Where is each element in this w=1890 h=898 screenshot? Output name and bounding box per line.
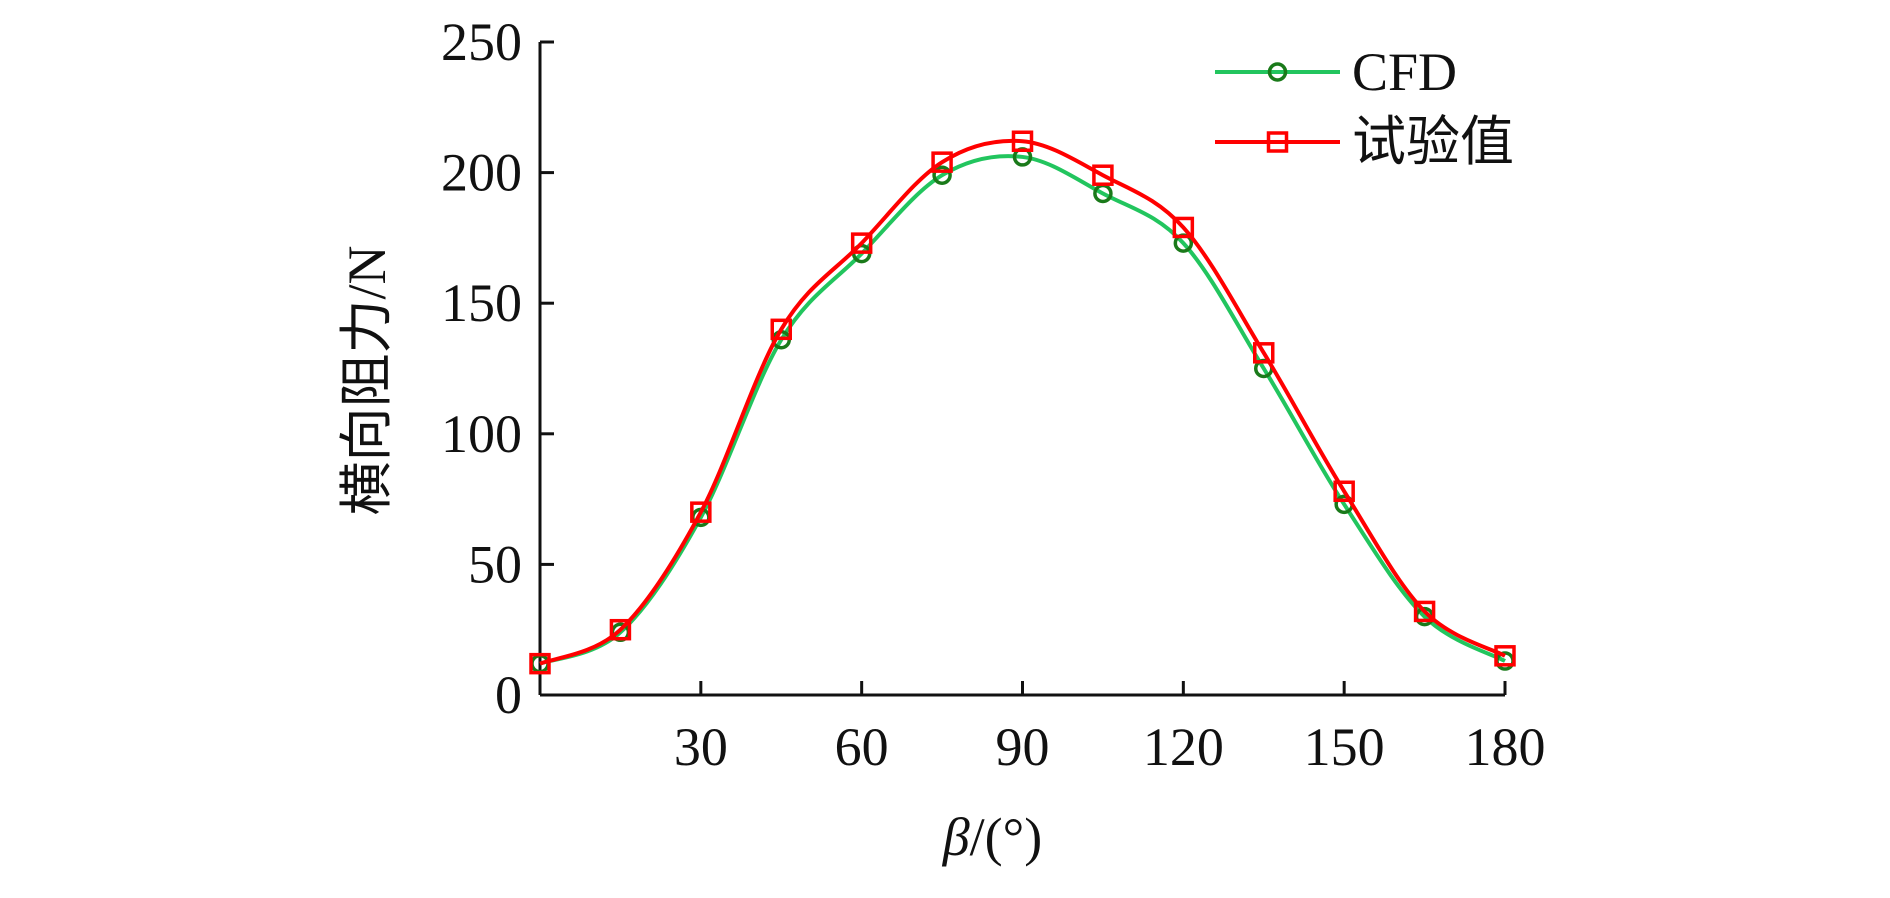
data-point-square	[770, 318, 792, 341]
legend: CFD 试验值	[1215, 42, 1514, 172]
data-point-square	[1413, 600, 1436, 623]
series-line	[539, 154, 1506, 666]
y-tick-label: 200	[441, 143, 522, 203]
series-line	[539, 138, 1506, 666]
data-point-square	[529, 652, 551, 675]
y-tick-label: 0	[495, 665, 522, 725]
series-experiment	[529, 130, 1516, 675]
legend-marker-circle	[1267, 62, 1288, 82]
data-point-square	[1494, 645, 1516, 667]
x-axis-label-unit: /(°)	[970, 807, 1043, 867]
legend-marker-square	[1266, 131, 1289, 153]
legend-item-cfd: CFD	[1215, 42, 1457, 102]
data-point-square	[1253, 342, 1275, 364]
data-point-circle	[932, 165, 952, 185]
y-tick-label: 150	[441, 273, 522, 333]
y-tick-label: 50	[468, 534, 522, 594]
y-tick-label: 100	[441, 404, 522, 464]
data-point-square	[609, 618, 632, 641]
x-axis-label: β/(°)	[942, 807, 1042, 867]
data-point-square	[1333, 480, 1355, 503]
data-point-square	[1011, 130, 1034, 153]
data-point-square	[690, 501, 712, 523]
y-axis-label: 横向阻力/N	[337, 246, 397, 516]
x-tick-label: 90	[996, 717, 1050, 777]
x-tick-label: 30	[674, 717, 728, 777]
axes: 0 50 100 150 200 250 30 60 90 120 150 180	[441, 12, 1546, 777]
data-point-square	[850, 232, 873, 254]
x-tick-label: 60	[835, 717, 889, 777]
x-axis-label-symbol: β	[942, 807, 970, 867]
data-point-square	[1172, 216, 1195, 239]
legend-item-experiment: 试验值	[1215, 112, 1514, 172]
data-point-square	[1092, 164, 1114, 186]
y-tick-label: 250	[441, 12, 522, 72]
x-tick-label: 150	[1304, 717, 1385, 777]
series-cfd	[530, 147, 1515, 674]
legend-label: 试验值	[1352, 112, 1514, 172]
x-tick-label: 120	[1143, 717, 1224, 777]
series-layer	[529, 130, 1516, 675]
x-tick-label: 180	[1465, 717, 1546, 777]
legend-label: CFD	[1352, 42, 1457, 102]
data-point-square	[931, 151, 953, 173]
